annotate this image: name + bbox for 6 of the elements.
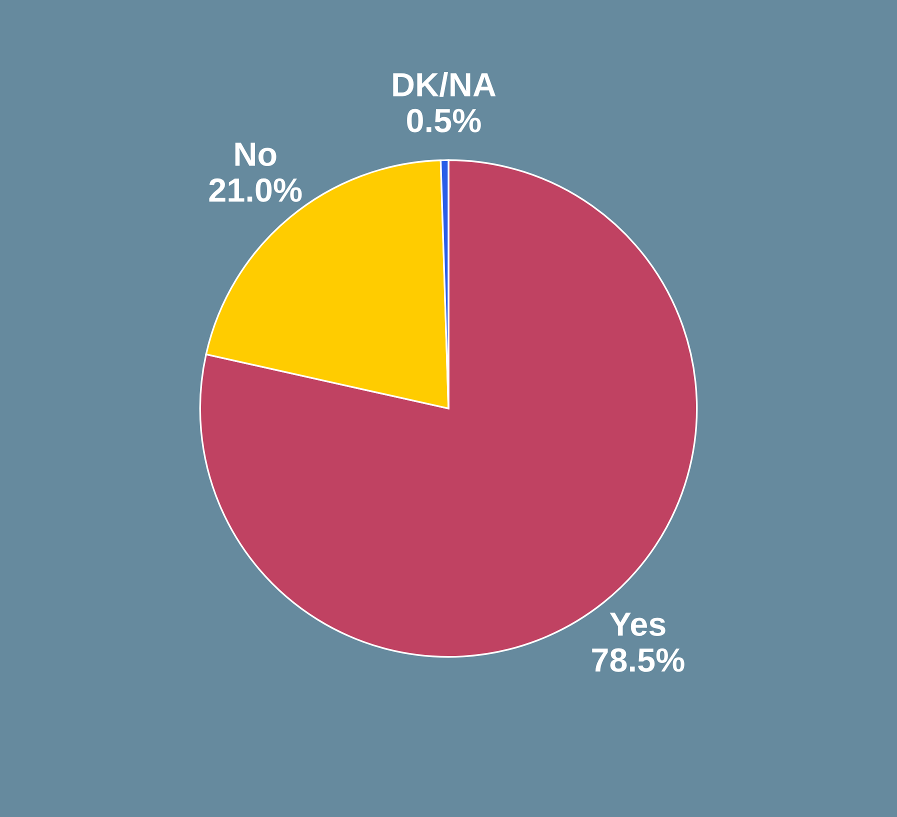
slice-label: Yes xyxy=(610,612,666,636)
data-label: 0.5% xyxy=(407,108,481,132)
slice-label: No xyxy=(235,142,276,166)
slice-label: DK/NA xyxy=(393,72,496,97)
data-label: 21.0% xyxy=(209,178,302,202)
data-label: 78.5% xyxy=(592,648,684,672)
